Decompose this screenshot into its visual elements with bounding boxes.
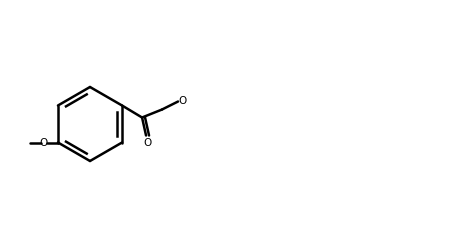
Text: O: O — [178, 95, 186, 105]
Text: O: O — [143, 138, 151, 148]
Text: O: O — [40, 138, 48, 148]
